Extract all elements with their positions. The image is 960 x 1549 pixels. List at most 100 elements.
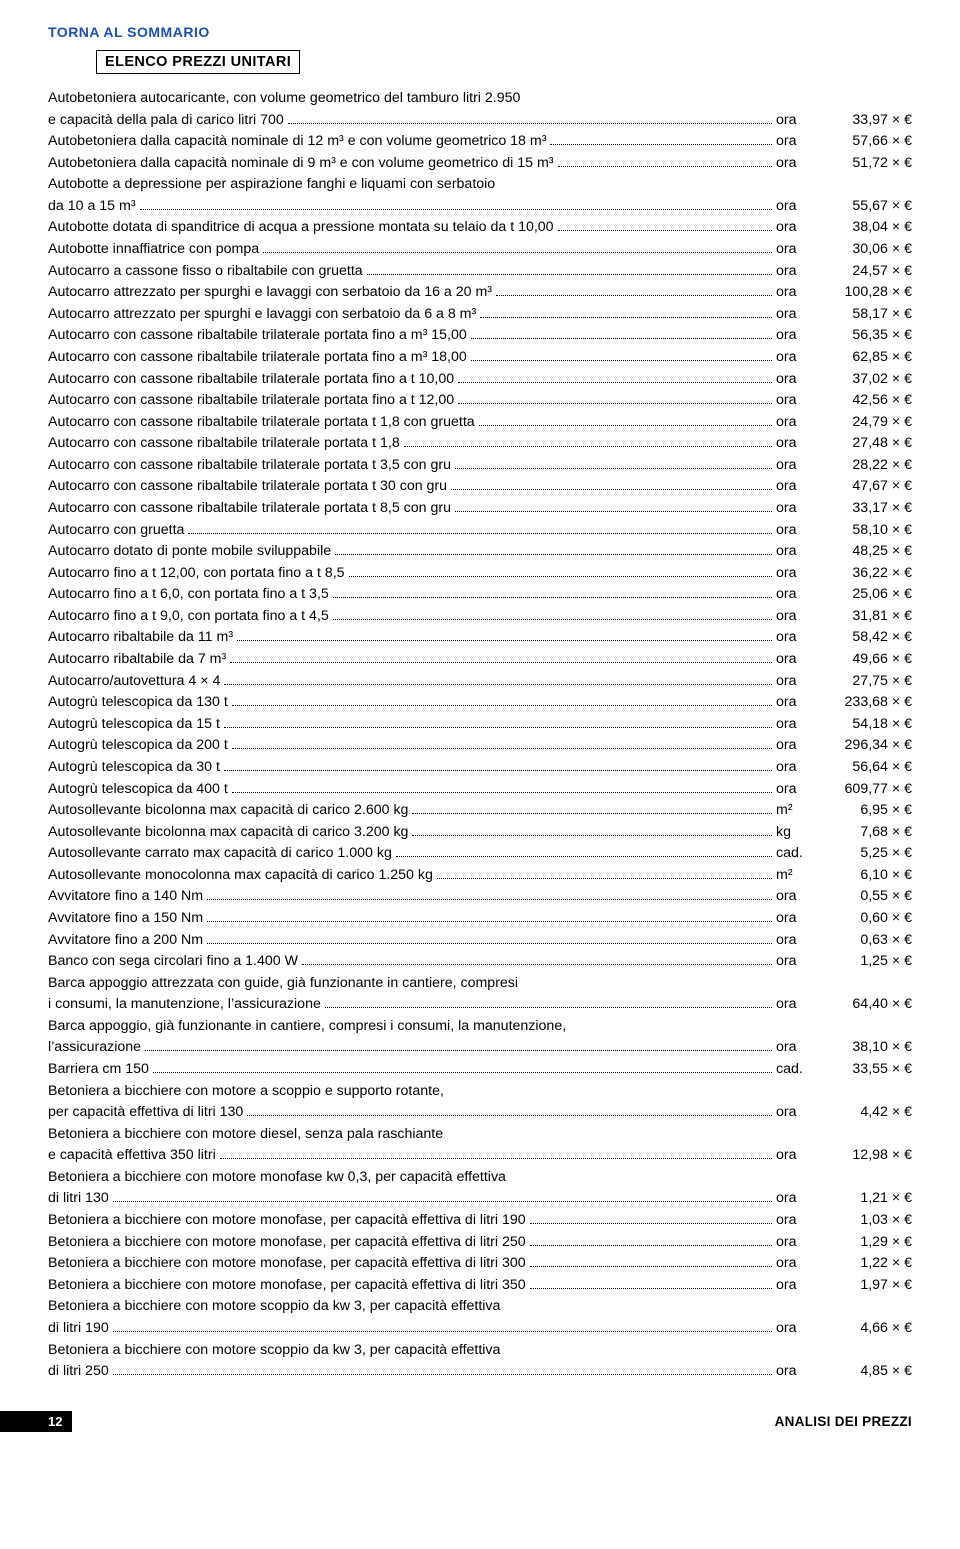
price-row: Betoniera a bicchiere con motore a scopp…: [48, 1081, 912, 1103]
price-row-desc: i consumi, la manutenzione, l’assicurazi…: [48, 994, 321, 1016]
leader-dots: [224, 761, 772, 771]
price-row: Barca appoggio, già funzionante in canti…: [48, 1016, 912, 1038]
price-row-unit: ora: [776, 282, 820, 304]
page-number: 12: [0, 1411, 72, 1432]
price-row: Autobetoniera dalla capacità nominale di…: [48, 153, 912, 175]
price-row-price: 6,10 × €: [820, 865, 912, 887]
leader-dots: [220, 1149, 772, 1159]
price-row-price: 30,06 × €: [820, 239, 912, 261]
price-row-unit: ora: [776, 563, 820, 585]
price-row-desc: Autobotte innaffiatrice con pompa: [48, 239, 259, 261]
price-row-desc: Autocarro con cassone ribaltabile trilat…: [48, 369, 454, 391]
price-row-desc: Autocarro fino a t 9,0, con portata fino…: [48, 606, 329, 628]
price-row-desc: per capacità effettiva di litri 130: [48, 1102, 243, 1124]
price-row-unit: ora: [776, 714, 820, 736]
price-row-unit: ora: [776, 1210, 820, 1232]
header-title: ELENCO PREZZI UNITARI: [105, 54, 291, 70]
price-row-price: 58,17 × €: [820, 304, 912, 326]
price-row: Autocarro dotato di ponte mobile svilupp…: [48, 541, 912, 563]
footer: 12 ANALISI DEI PREZZI: [48, 1411, 912, 1432]
price-row-desc: Autocarro fino a t 12,00, con portata fi…: [48, 563, 345, 585]
leader-dots: [232, 696, 772, 706]
price-row-price: 296,34 × €: [820, 735, 912, 757]
price-row-price: 6,95 × €: [820, 800, 912, 822]
price-row: Autocarro con cassone ribaltabile trilat…: [48, 498, 912, 520]
leader-dots: [558, 222, 772, 232]
price-row-price: 37,02 × €: [820, 369, 912, 391]
price-row-desc: Betoniera a bicchiere con motore scoppio…: [48, 1340, 500, 1362]
price-row-desc: Autocarro/autovettura 4 × 4: [48, 671, 220, 693]
price-row: Autosollevante bicolonna max capacità di…: [48, 822, 912, 844]
price-row-price: 1,03 × €: [820, 1210, 912, 1232]
price-row-unit: cad.: [776, 843, 820, 865]
leader-dots: [558, 157, 772, 167]
price-row-unit: ora: [776, 110, 820, 132]
price-row-unit: ora: [776, 347, 820, 369]
leader-dots: [140, 200, 772, 210]
price-row-unit: m²: [776, 865, 820, 887]
leader-dots: [224, 718, 772, 728]
price-row-price: 4,85 × €: [820, 1361, 912, 1383]
price-row: i consumi, la manutenzione, l’assicurazi…: [48, 994, 912, 1016]
price-row-price: 100,28 × €: [820, 282, 912, 304]
price-row-unit: ora: [776, 239, 820, 261]
price-row-unit: ora: [776, 261, 820, 283]
price-row: Autocarro con cassone ribaltabile trilat…: [48, 369, 912, 391]
price-row-unit: ora: [776, 886, 820, 908]
price-row-unit: ora: [776, 606, 820, 628]
price-row-unit: ora: [776, 1188, 820, 1210]
leader-dots: [113, 1193, 772, 1203]
price-row-desc: Autobetoniera dalla capacità nominale di…: [48, 153, 554, 175]
price-row-unit: ora: [776, 994, 820, 1016]
price-row-desc: Autocarro con cassone ribaltabile trilat…: [48, 325, 467, 347]
price-row-desc: Betoniera a bicchiere con motore monofas…: [48, 1210, 526, 1232]
price-row: Betoniera a bicchiere con motore scoppio…: [48, 1296, 912, 1318]
leader-dots: [530, 1214, 772, 1224]
price-row-desc: di litri 250: [48, 1361, 109, 1383]
leader-dots: [530, 1257, 772, 1267]
leader-dots: [458, 373, 772, 383]
leader-dots: [230, 653, 772, 663]
leader-dots: [224, 675, 772, 685]
price-row: e capacità della pala di carico litri 70…: [48, 110, 912, 132]
price-row-unit: ora: [776, 930, 820, 952]
price-row: Barriera cm 150cad.33,55 × €: [48, 1059, 912, 1081]
price-row-price: 31,81 × €: [820, 606, 912, 628]
price-row-desc: Autogrù telescopica da 400 t: [48, 779, 228, 801]
price-row-unit: kg: [776, 822, 820, 844]
price-row-unit: ora: [776, 1275, 820, 1297]
price-row-desc: Autobotte dotata di spanditrice di acqua…: [48, 217, 554, 239]
price-row: Autocarro con cassone ribaltabile trilat…: [48, 455, 912, 477]
footer-title: ANALISI DEI PREZZI: [775, 1414, 912, 1429]
leader-dots: [247, 1106, 772, 1116]
price-row-desc: Autocarro con cassone ribaltabile trilat…: [48, 347, 467, 369]
price-row: Autogrù telescopica da 200 tora296,34 × …: [48, 735, 912, 757]
price-row-unit: ora: [776, 390, 820, 412]
price-row-desc: Autocarro ribaltabile da 7 m³: [48, 649, 226, 671]
price-row-unit: ora: [776, 325, 820, 347]
price-row-unit: ora: [776, 584, 820, 606]
price-row: di litri 250ora4,85 × €: [48, 1361, 912, 1383]
price-row-desc: Avvitatore fino a 140 Nm: [48, 886, 203, 908]
leader-dots: [113, 1322, 772, 1332]
price-row-desc: Autocarro con cassone ribaltabile trilat…: [48, 412, 475, 434]
price-row-desc: Autocarro fino a t 6,0, con portata fino…: [48, 584, 329, 606]
price-row: Autobetoniera autocaricante, con volume …: [48, 88, 912, 110]
price-row-price: 233,68 × €: [820, 692, 912, 714]
leader-dots: [480, 308, 772, 318]
price-row-desc: Autosollevante bicolonna max capacità di…: [48, 822, 408, 844]
price-row-unit: ora: [776, 735, 820, 757]
price-row-desc: Autobetoniera autocaricante, con volume …: [48, 88, 520, 110]
price-row-unit: ora: [776, 498, 820, 520]
price-row-price: 51,72 × €: [820, 153, 912, 175]
price-row-price: 49,66 × €: [820, 649, 912, 671]
leader-dots: [530, 1279, 772, 1289]
price-row-unit: ora: [776, 1037, 820, 1059]
price-row: Autocarro con cassone ribaltabile trilat…: [48, 390, 912, 412]
price-row-unit: ora: [776, 1102, 820, 1124]
leader-dots: [349, 567, 772, 577]
price-row-desc: Autosollevante carrato max capacità di c…: [48, 843, 392, 865]
price-row-price: 0,55 × €: [820, 886, 912, 908]
back-to-summary-link[interactable]: TORNA AL SOMMARIO: [48, 24, 912, 40]
price-row-price: 25,06 × €: [820, 584, 912, 606]
